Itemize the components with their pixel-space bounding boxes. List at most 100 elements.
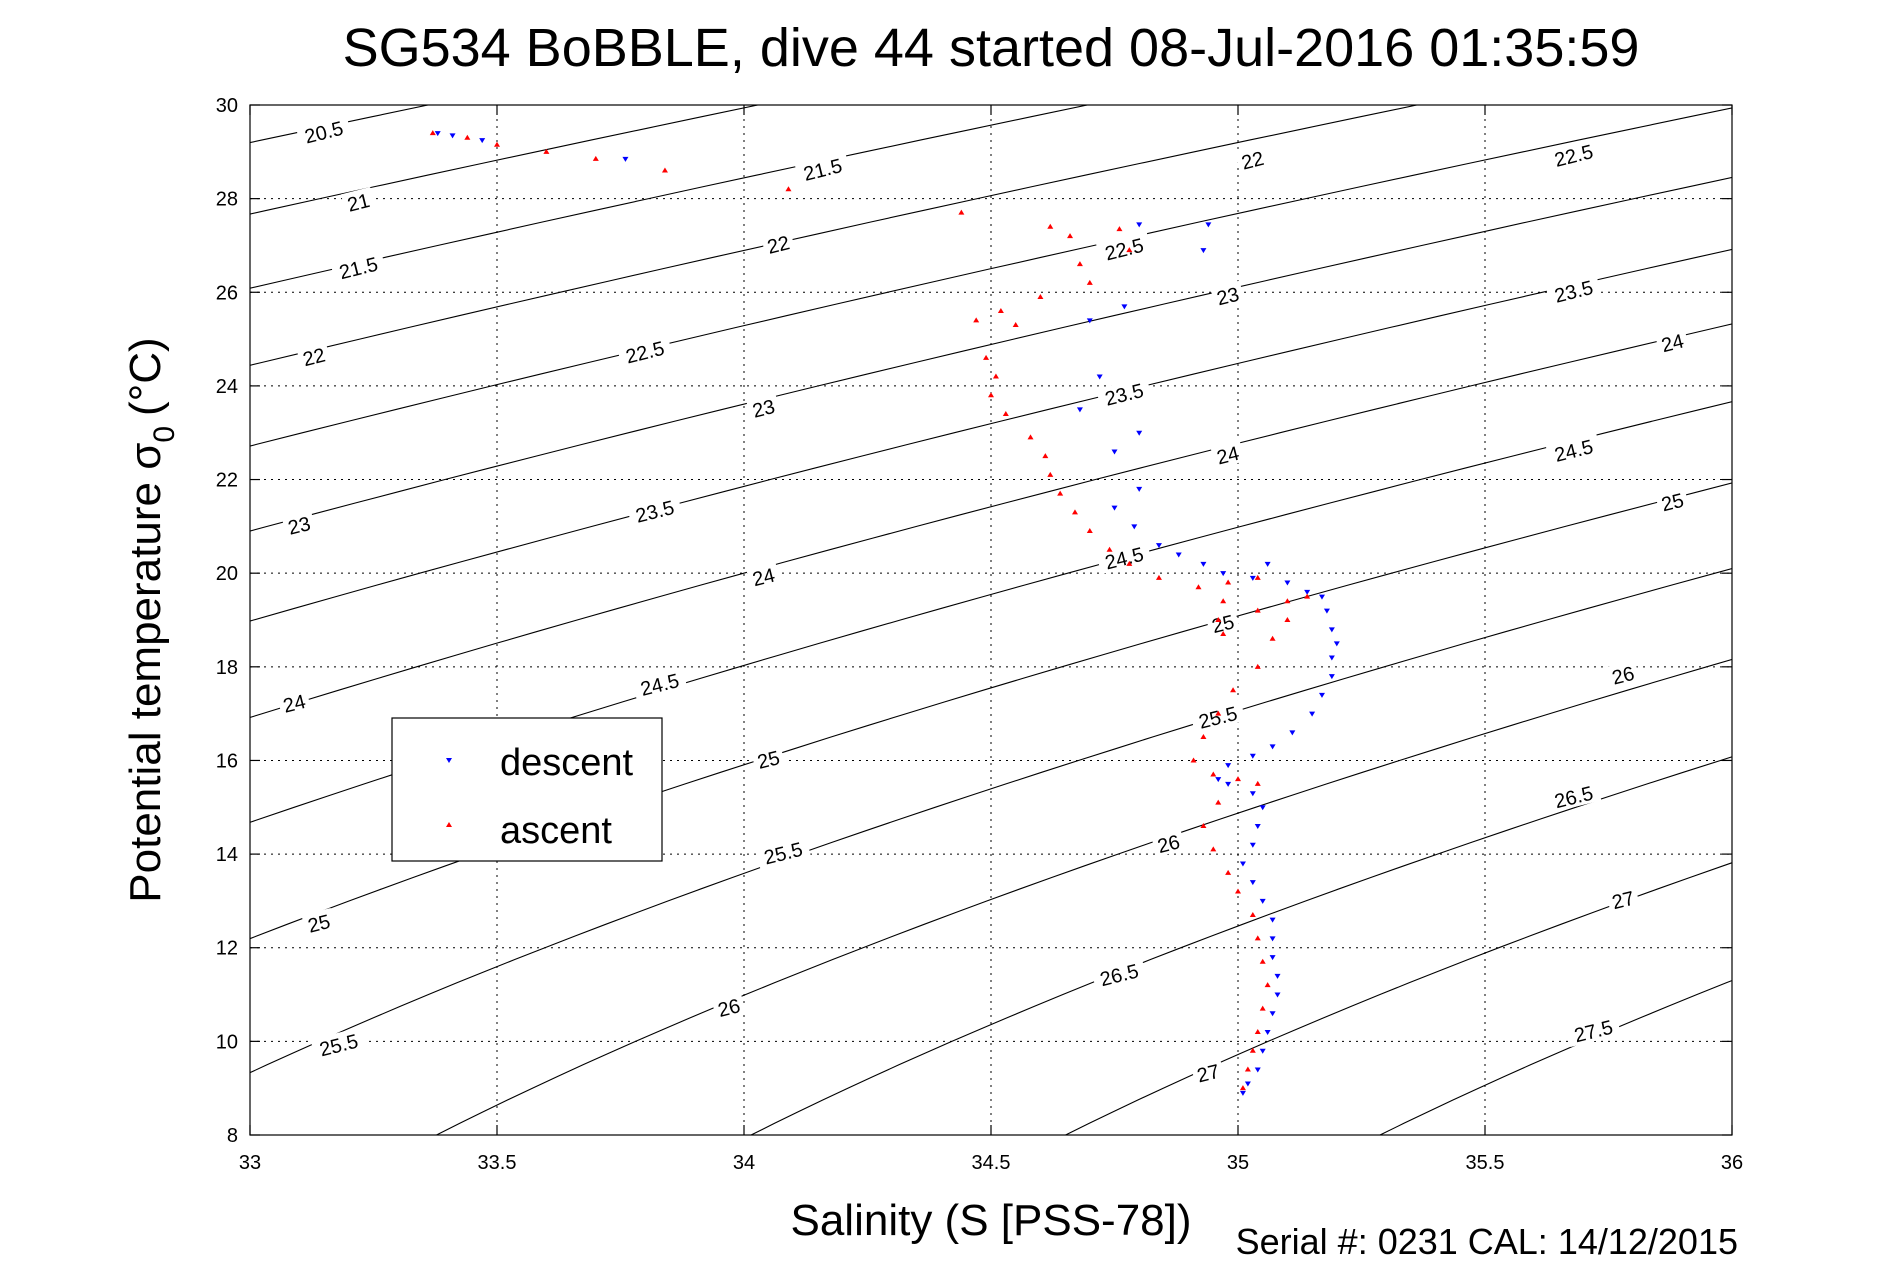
contour-label-background xyxy=(330,249,387,284)
contour-label: 24 xyxy=(1210,439,1245,469)
descent-point xyxy=(1269,955,1276,961)
isopycnal-line xyxy=(435,658,1732,1135)
contour-label-background xyxy=(1096,376,1152,411)
ascent-point xyxy=(1259,958,1266,964)
descent-point xyxy=(1205,222,1212,228)
descent-point xyxy=(1249,842,1256,848)
x-axis-label: Salinity (S [PSS-78]) xyxy=(790,1196,1191,1245)
contour-label-background xyxy=(276,688,312,717)
descent-point xyxy=(1274,973,1281,979)
contour-label-background xyxy=(1655,486,1690,516)
x-tick-label: 33 xyxy=(239,1152,261,1174)
ascent-point xyxy=(983,354,990,360)
descent-point xyxy=(1249,575,1256,581)
contour-label-background xyxy=(1189,699,1246,734)
ascent-point xyxy=(1210,846,1217,852)
legend-box xyxy=(391,717,663,862)
descent-point xyxy=(1264,1030,1271,1035)
ascent-point xyxy=(1126,560,1133,566)
contour-label-background xyxy=(755,835,811,870)
contour-label: 26.5 xyxy=(1545,778,1602,813)
isopycnal-line xyxy=(1064,862,1732,1135)
contour-label-background xyxy=(1545,137,1602,172)
ascent-point xyxy=(1235,776,1241,782)
contour-label-background xyxy=(1210,280,1245,310)
contour-label: 25 xyxy=(301,908,336,938)
ascent-point xyxy=(1249,911,1256,917)
descent-point xyxy=(1269,936,1276,942)
ascent-point xyxy=(1284,617,1291,622)
y-axis-label: Potential temperature σ0 (°C) xyxy=(121,337,181,902)
descent-point xyxy=(1259,898,1266,904)
descent-point xyxy=(622,156,629,162)
contour-label-background xyxy=(1096,540,1152,575)
contour-label-text: 23 xyxy=(750,396,777,423)
ascent-point xyxy=(1249,1047,1256,1053)
contour-label-background xyxy=(751,744,786,773)
descent-point xyxy=(1136,222,1143,228)
ascent-point xyxy=(1116,226,1123,232)
y-axis-label-main: Potential temperature σ xyxy=(121,443,170,903)
contour-label-text: 23 xyxy=(1215,284,1242,311)
descent-point xyxy=(1269,744,1276,750)
contour-label-text: 22 xyxy=(765,232,792,259)
ascent-point xyxy=(1284,598,1291,604)
contour-label-background xyxy=(1565,1013,1622,1048)
legend-label-ascent: ascent xyxy=(500,810,612,852)
ascent-point xyxy=(1195,584,1202,590)
ascent-point xyxy=(1230,687,1237,693)
contour-label: 22 xyxy=(1235,144,1270,175)
ascent-point xyxy=(1215,617,1222,622)
contour-label-background xyxy=(296,341,331,371)
contour-label-background xyxy=(1091,956,1147,991)
x-tick-label: 33.5 xyxy=(478,1152,517,1174)
contour-label-background xyxy=(1205,608,1240,638)
descent-point xyxy=(1096,374,1103,380)
descent-point xyxy=(1259,805,1266,811)
ascent-point xyxy=(992,373,999,379)
contour-label-background xyxy=(341,187,376,216)
plot-background xyxy=(250,105,1732,1135)
contour-label: 23 xyxy=(281,510,317,540)
descent-point xyxy=(1136,486,1143,492)
ascent-point xyxy=(1076,261,1083,267)
contour-label-text: 25 xyxy=(306,911,333,938)
ascent-point xyxy=(1215,799,1222,805)
descent-point xyxy=(1136,430,1143,436)
contour-label-background xyxy=(711,992,746,1021)
descent-point xyxy=(1200,248,1207,254)
contour-label: 24 xyxy=(276,688,312,718)
contour-label-background xyxy=(281,510,317,539)
descent-point xyxy=(1328,674,1335,680)
ascent-point xyxy=(661,167,668,173)
ascent-point xyxy=(1239,1085,1246,1091)
ascent-point xyxy=(1012,322,1019,328)
descent-point xyxy=(1175,552,1182,558)
ascent-point xyxy=(1220,598,1227,604)
contour-label-background xyxy=(301,908,336,937)
descent-point xyxy=(1200,561,1207,567)
descent-point xyxy=(1269,917,1276,923)
descent-point xyxy=(1284,580,1291,586)
ascent-point xyxy=(1037,293,1044,299)
data-points xyxy=(429,130,1340,1096)
contour-label: 24 xyxy=(746,561,781,591)
contour-label: 26 xyxy=(1605,659,1641,690)
contour-label-background xyxy=(1545,432,1602,467)
ascent-point xyxy=(1106,546,1113,552)
legend-marker-descent xyxy=(446,758,452,763)
ascent-point xyxy=(429,130,436,136)
ascent-point xyxy=(1002,411,1009,416)
contour-label: 22 xyxy=(296,341,331,371)
contour-label-background xyxy=(794,151,851,186)
contour-label: 22 xyxy=(760,229,796,259)
y-tick-label: 20 xyxy=(216,563,238,585)
contour-label-text: 24 xyxy=(1659,330,1686,357)
ascent-point xyxy=(958,209,965,215)
ascent-point xyxy=(1244,1066,1251,1072)
y-tick-label: 14 xyxy=(216,844,238,866)
descent-point xyxy=(1309,711,1316,717)
ascent-point xyxy=(1254,780,1261,786)
y-tick-label: 8 xyxy=(227,1125,238,1147)
contour-label-background xyxy=(310,1027,367,1062)
